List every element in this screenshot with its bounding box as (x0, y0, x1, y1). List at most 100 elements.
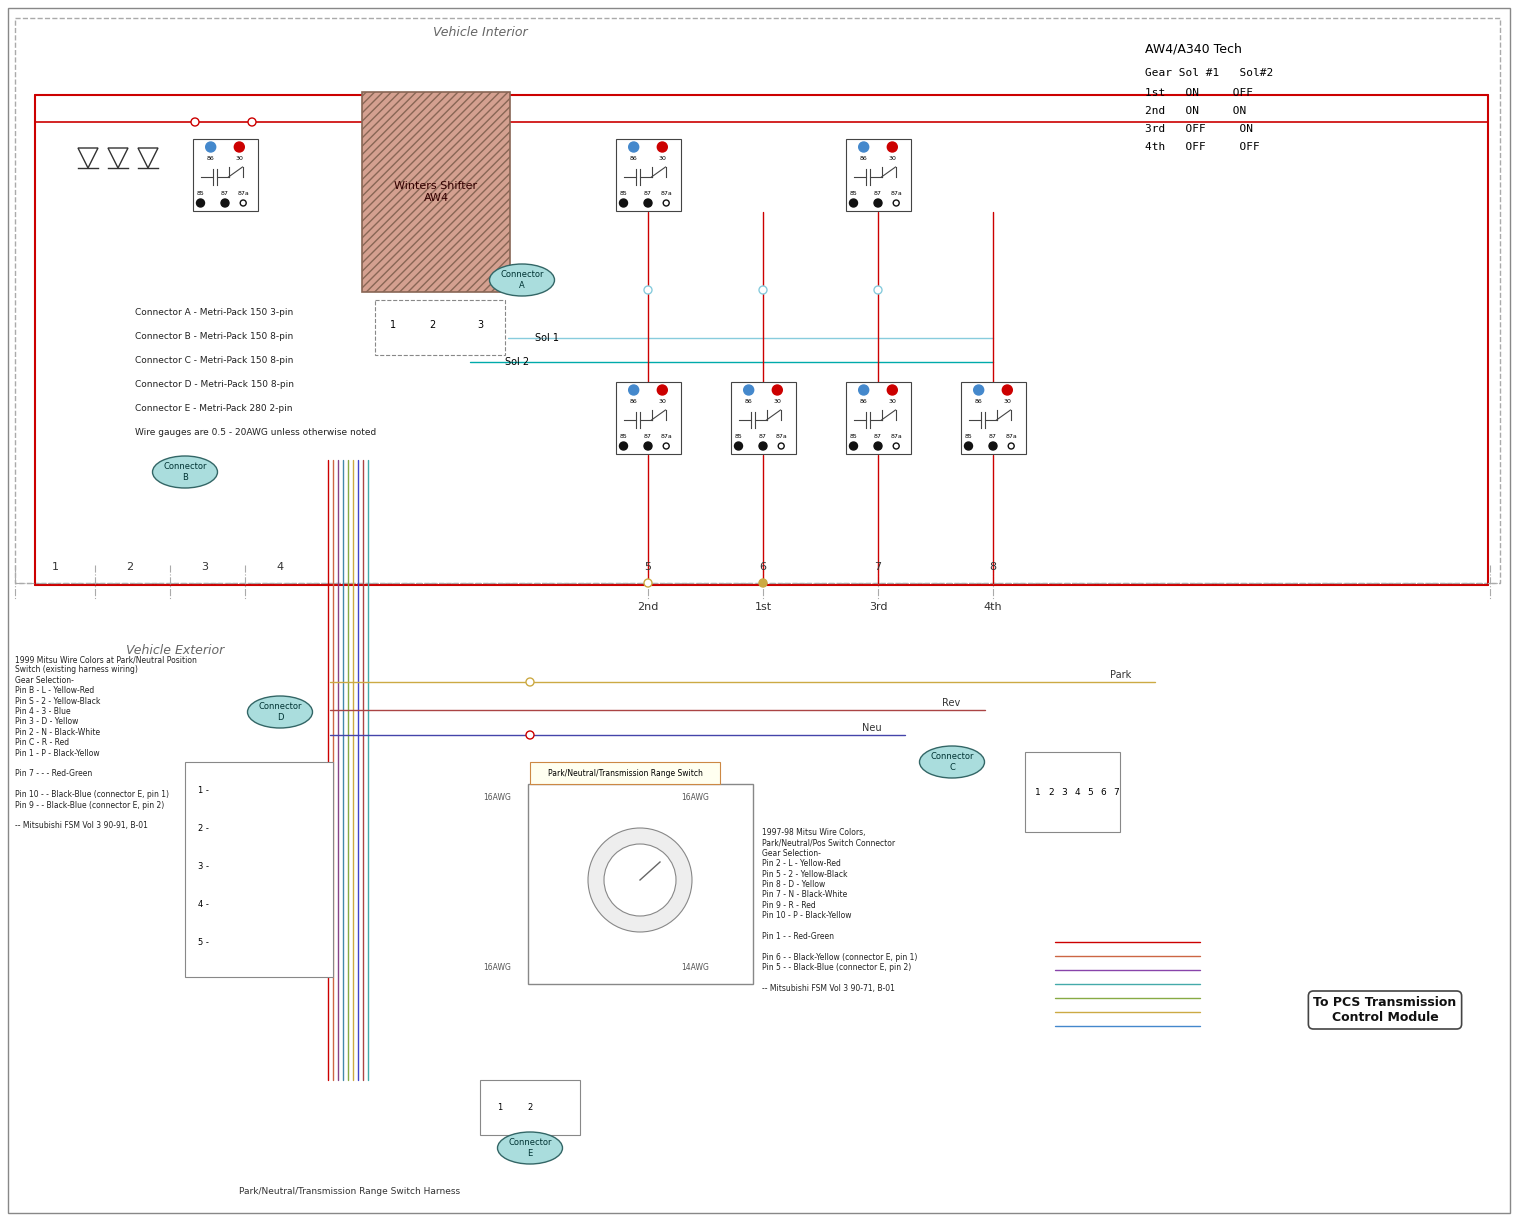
Text: 4th   OFF     OFF: 4th OFF OFF (1145, 142, 1260, 151)
Text: 6: 6 (759, 562, 767, 571)
Text: 30: 30 (1003, 398, 1011, 403)
Circle shape (657, 142, 668, 151)
Text: 3: 3 (1061, 788, 1067, 796)
Text: Connector
C: Connector C (931, 752, 973, 772)
Bar (961, 382, 1026, 454)
Circle shape (990, 442, 997, 451)
Text: Park: Park (1110, 670, 1131, 680)
Bar (530, 762, 720, 784)
Circle shape (587, 828, 692, 932)
Text: 85: 85 (850, 190, 858, 195)
Text: 86: 86 (859, 155, 868, 160)
Circle shape (874, 442, 882, 451)
Text: 85: 85 (197, 190, 205, 195)
Circle shape (1008, 443, 1014, 449)
Circle shape (206, 142, 216, 151)
Circle shape (663, 200, 669, 206)
Text: Park/Neutral/Transmission Range Switch Harness: Park/Neutral/Transmission Range Switch H… (240, 1188, 460, 1197)
Bar (361, 92, 510, 292)
Text: Park/Neutral/Transmission Range Switch: Park/Neutral/Transmission Range Switch (548, 768, 703, 778)
Circle shape (759, 442, 767, 451)
Text: Wire gauges are 0.5 - 20AWG unless otherwise noted: Wire gauges are 0.5 - 20AWG unless other… (135, 427, 376, 436)
Text: 87: 87 (990, 433, 997, 438)
Circle shape (196, 199, 205, 208)
Circle shape (222, 199, 229, 208)
Text: Connector C - Metri-Pack 150 8-pin: Connector C - Metri-Pack 150 8-pin (135, 355, 293, 365)
Circle shape (773, 385, 782, 396)
Text: 14AWG: 14AWG (682, 963, 709, 972)
Text: Connector
B: Connector B (164, 463, 206, 482)
Text: 2 -: 2 - (197, 823, 209, 833)
Circle shape (234, 142, 244, 151)
Ellipse shape (152, 455, 217, 488)
Bar (528, 784, 753, 984)
Bar (193, 139, 258, 211)
Text: 86: 86 (630, 398, 638, 403)
Circle shape (619, 199, 627, 208)
Circle shape (850, 442, 858, 451)
Bar (1025, 752, 1120, 832)
Text: 1999 Mitsu Wire Colors at Park/Neutral Position
Switch (existing harness wiring): 1999 Mitsu Wire Colors at Park/Neutral P… (15, 654, 197, 830)
Text: 85: 85 (735, 433, 742, 438)
Bar (846, 382, 911, 454)
Text: 7: 7 (1113, 788, 1119, 796)
Text: 4: 4 (276, 562, 284, 571)
Text: 5 -: 5 - (197, 938, 209, 946)
Bar (730, 382, 795, 454)
Text: 87: 87 (644, 190, 651, 195)
Text: 2nd   ON     ON: 2nd ON ON (1145, 106, 1246, 116)
Circle shape (888, 385, 897, 396)
Text: Connector
D: Connector D (258, 702, 302, 722)
Text: 87a: 87a (237, 190, 249, 195)
Circle shape (874, 199, 882, 208)
Text: 1: 1 (498, 1103, 502, 1111)
Text: 87: 87 (644, 433, 651, 438)
Circle shape (663, 443, 669, 449)
Bar (615, 139, 680, 211)
Text: Connector
E: Connector E (509, 1138, 551, 1158)
Text: 87a: 87a (1005, 433, 1017, 438)
Circle shape (973, 385, 984, 396)
Circle shape (247, 118, 257, 126)
Circle shape (604, 844, 676, 916)
Text: 30: 30 (773, 398, 782, 403)
Text: 87: 87 (874, 433, 882, 438)
Circle shape (893, 443, 899, 449)
Text: 4 -: 4 - (197, 900, 209, 908)
Ellipse shape (498, 1132, 563, 1164)
Circle shape (874, 286, 882, 294)
Text: Rev: Rev (943, 698, 961, 708)
Text: Vehicle Interior: Vehicle Interior (433, 26, 527, 39)
Circle shape (527, 731, 534, 739)
Text: 2: 2 (1049, 788, 1053, 796)
Text: 16AWG: 16AWG (483, 792, 512, 802)
Circle shape (759, 579, 767, 587)
Text: 3: 3 (202, 562, 208, 571)
Circle shape (644, 199, 653, 208)
Text: 16AWG: 16AWG (275, 894, 284, 922)
Text: 30: 30 (235, 155, 243, 160)
Text: 2: 2 (430, 320, 436, 330)
Bar (15, 18, 1500, 582)
Text: 7: 7 (874, 562, 882, 571)
Ellipse shape (489, 264, 554, 295)
Circle shape (850, 199, 858, 208)
Bar (185, 762, 332, 977)
Circle shape (964, 442, 973, 451)
Text: 2nd: 2nd (638, 602, 659, 612)
Text: 1997-98 Mitsu Wire Colors,
Park/Neutral/Pos Switch Connector
Gear Selection-
Pin: 1997-98 Mitsu Wire Colors, Park/Neutral/… (762, 828, 917, 993)
Bar (480, 1081, 580, 1136)
Text: 86: 86 (859, 398, 868, 403)
Bar (375, 300, 505, 355)
Text: 3rd: 3rd (868, 602, 887, 612)
Text: 4AWG: 4AWG (486, 1123, 509, 1132)
Circle shape (619, 442, 627, 451)
Text: 1: 1 (1035, 788, 1041, 796)
Text: 1st   ON     OFF: 1st ON OFF (1145, 88, 1252, 98)
Text: Connector
A: Connector A (501, 270, 543, 289)
Text: 16AWG: 16AWG (483, 963, 512, 972)
Text: Connector D - Metri-Pack 150 8-pin: Connector D - Metri-Pack 150 8-pin (135, 380, 294, 388)
Text: Vehicle Exterior: Vehicle Exterior (126, 643, 225, 657)
Text: 3: 3 (477, 320, 483, 330)
Text: Connector B - Metri-Pack 150 8-pin: Connector B - Metri-Pack 150 8-pin (135, 331, 293, 341)
